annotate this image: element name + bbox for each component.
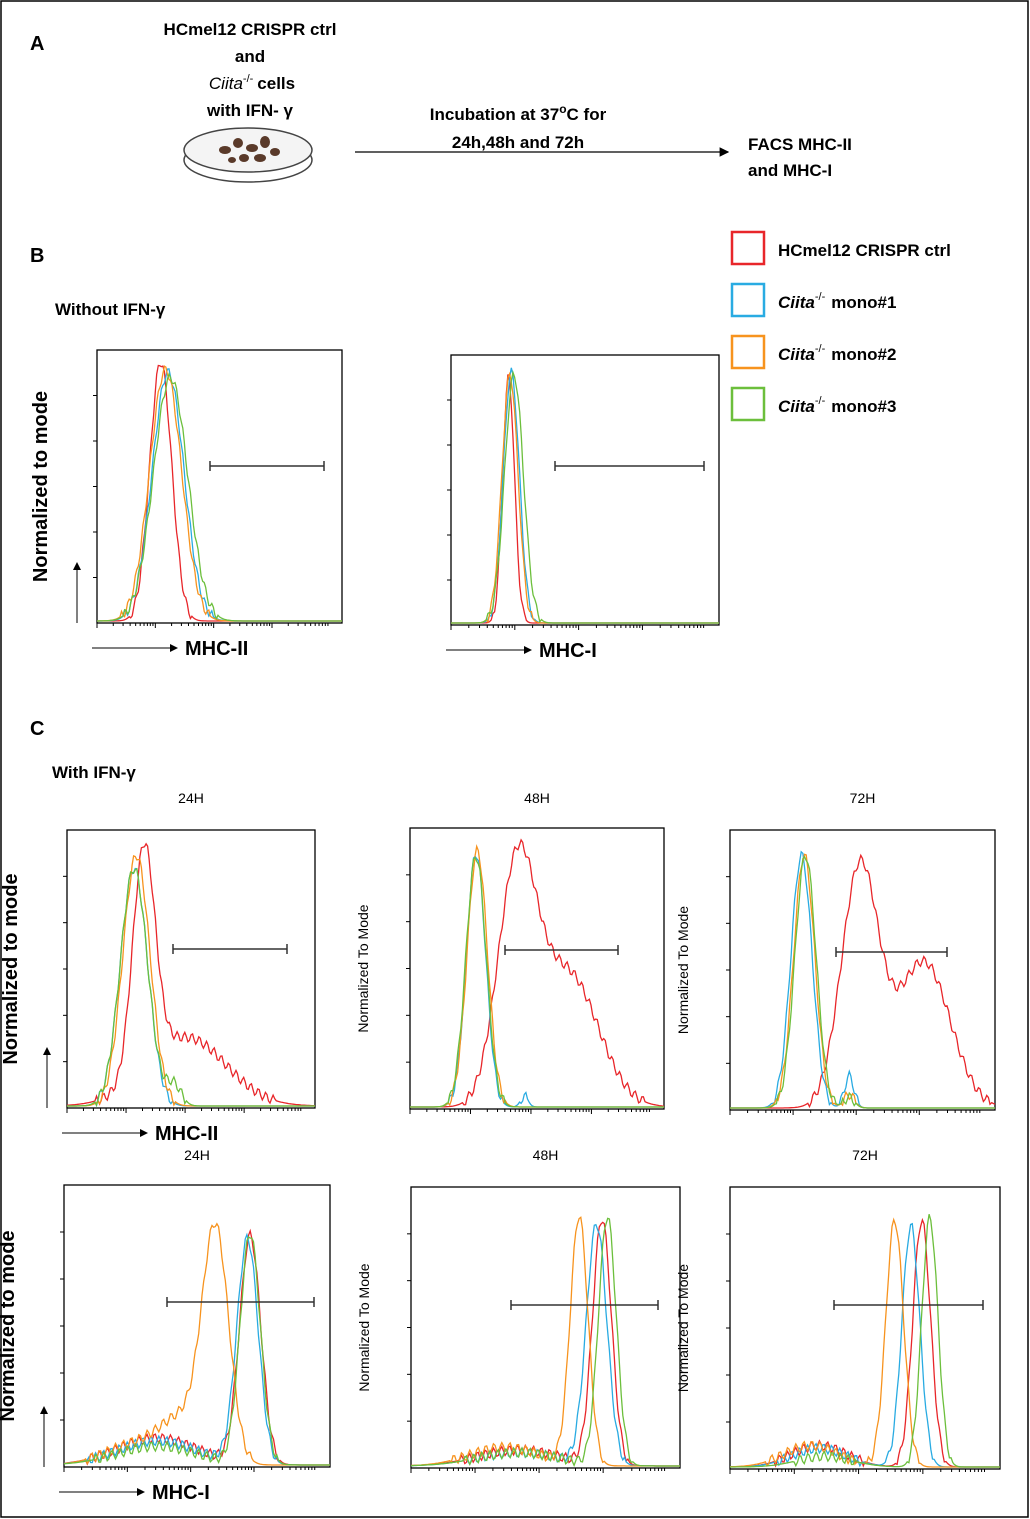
condition: With IFN-γ [52, 763, 136, 782]
sample-text: HCmel12 CRISPR ctrl [164, 20, 337, 39]
legend-entry: Ciita-/- mono#2 [778, 343, 896, 364]
histogram-curve [63, 1236, 330, 1466]
x-axis-label: MHC-I [152, 1482, 210, 1504]
gene: Ciita [778, 293, 815, 312]
y-axis-label: Normalized To Mode [355, 904, 371, 1032]
plot-title: 24H [178, 790, 204, 806]
text: cells [257, 74, 295, 93]
dish-icon [183, 127, 313, 183]
y-axis-label: Normalized to mode [0, 873, 22, 1064]
legend-swatch [730, 282, 766, 318]
histogram-curve [67, 867, 315, 1108]
histogram-curve [730, 853, 996, 1109]
legend-name: mono#1 [831, 293, 896, 312]
sample-text: Ciita-/- cells [209, 73, 295, 93]
plot-area [729, 829, 996, 1111]
step-text: Incubation at 37oC for [430, 102, 607, 124]
text: Incubation at 37 [430, 105, 559, 124]
superscript: -/- [815, 343, 826, 355]
y-axis-label: Normalized To Mode [675, 906, 691, 1034]
y-axis-label: Normalized To Mode [356, 1263, 372, 1391]
sample-text: with IFN- γ [206, 101, 293, 120]
plot-area [96, 349, 343, 624]
plot-title: 48H [524, 790, 550, 806]
plot-area [63, 1184, 331, 1468]
superscript: -/- [243, 73, 254, 85]
legend-swatch [730, 334, 766, 370]
panel-label: A [30, 33, 44, 55]
superscript: -/- [815, 291, 826, 303]
legend-swatch [730, 230, 766, 266]
histogram-curve [97, 372, 342, 622]
histogram-curve [451, 370, 719, 624]
plot-area [409, 827, 665, 1110]
gene: Ciita [778, 397, 815, 416]
legend-swatch [730, 386, 766, 422]
plot-title: 24H [184, 1147, 210, 1163]
readout-text: FACS MHC-II [748, 135, 852, 154]
plot-title: 72H [850, 790, 876, 806]
panel-label: B [30, 245, 44, 267]
histogram-curve [730, 855, 995, 1109]
readout-text: and MHC-I [748, 161, 832, 180]
legend-entry: Ciita-/- mono#1 [778, 291, 896, 312]
y-axis-label: Normalized To Mode [675, 1264, 691, 1392]
text: C for [567, 105, 607, 124]
superscript: -/- [815, 395, 826, 407]
y-axis-label: Normalized to mode [30, 391, 52, 582]
legend-entry: Ciita-/- mono#3 [778, 395, 896, 416]
step-text: 24h,48h and 72h [452, 133, 584, 152]
superscript: o [559, 102, 566, 116]
y-axis-label: Normalized to mode [0, 1230, 19, 1421]
plot-area [450, 354, 720, 626]
histogram-curve [410, 856, 664, 1108]
plot-area [729, 1186, 1001, 1470]
panel-label: C [30, 718, 44, 740]
plot-area [410, 1186, 681, 1469]
legend-name: mono#2 [831, 345, 896, 364]
plot-area [66, 829, 316, 1109]
histogram-curve [410, 1216, 680, 1467]
gene: Ciita [778, 345, 815, 364]
histogram-curve [411, 1217, 680, 1468]
x-axis-label: MHC-II [155, 1123, 218, 1145]
histogram-curve [410, 838, 665, 1108]
legend-name: HCmel12 CRISPR ctrl [778, 241, 951, 260]
sample-text: and [235, 47, 265, 66]
gene: Ciita [209, 74, 243, 93]
histogram-curve [730, 1214, 1000, 1468]
plot-title: 48H [533, 1147, 559, 1163]
condition: Without IFN-γ [55, 300, 166, 319]
plot-title: 72H [852, 1147, 878, 1163]
legend-name: mono#3 [831, 397, 896, 416]
legend-entry: HCmel12 CRISPR ctrl [778, 241, 951, 260]
x-axis-label: MHC-I [539, 640, 597, 662]
x-axis-label: MHC-II [185, 638, 248, 660]
histogram-curve [66, 842, 316, 1107]
